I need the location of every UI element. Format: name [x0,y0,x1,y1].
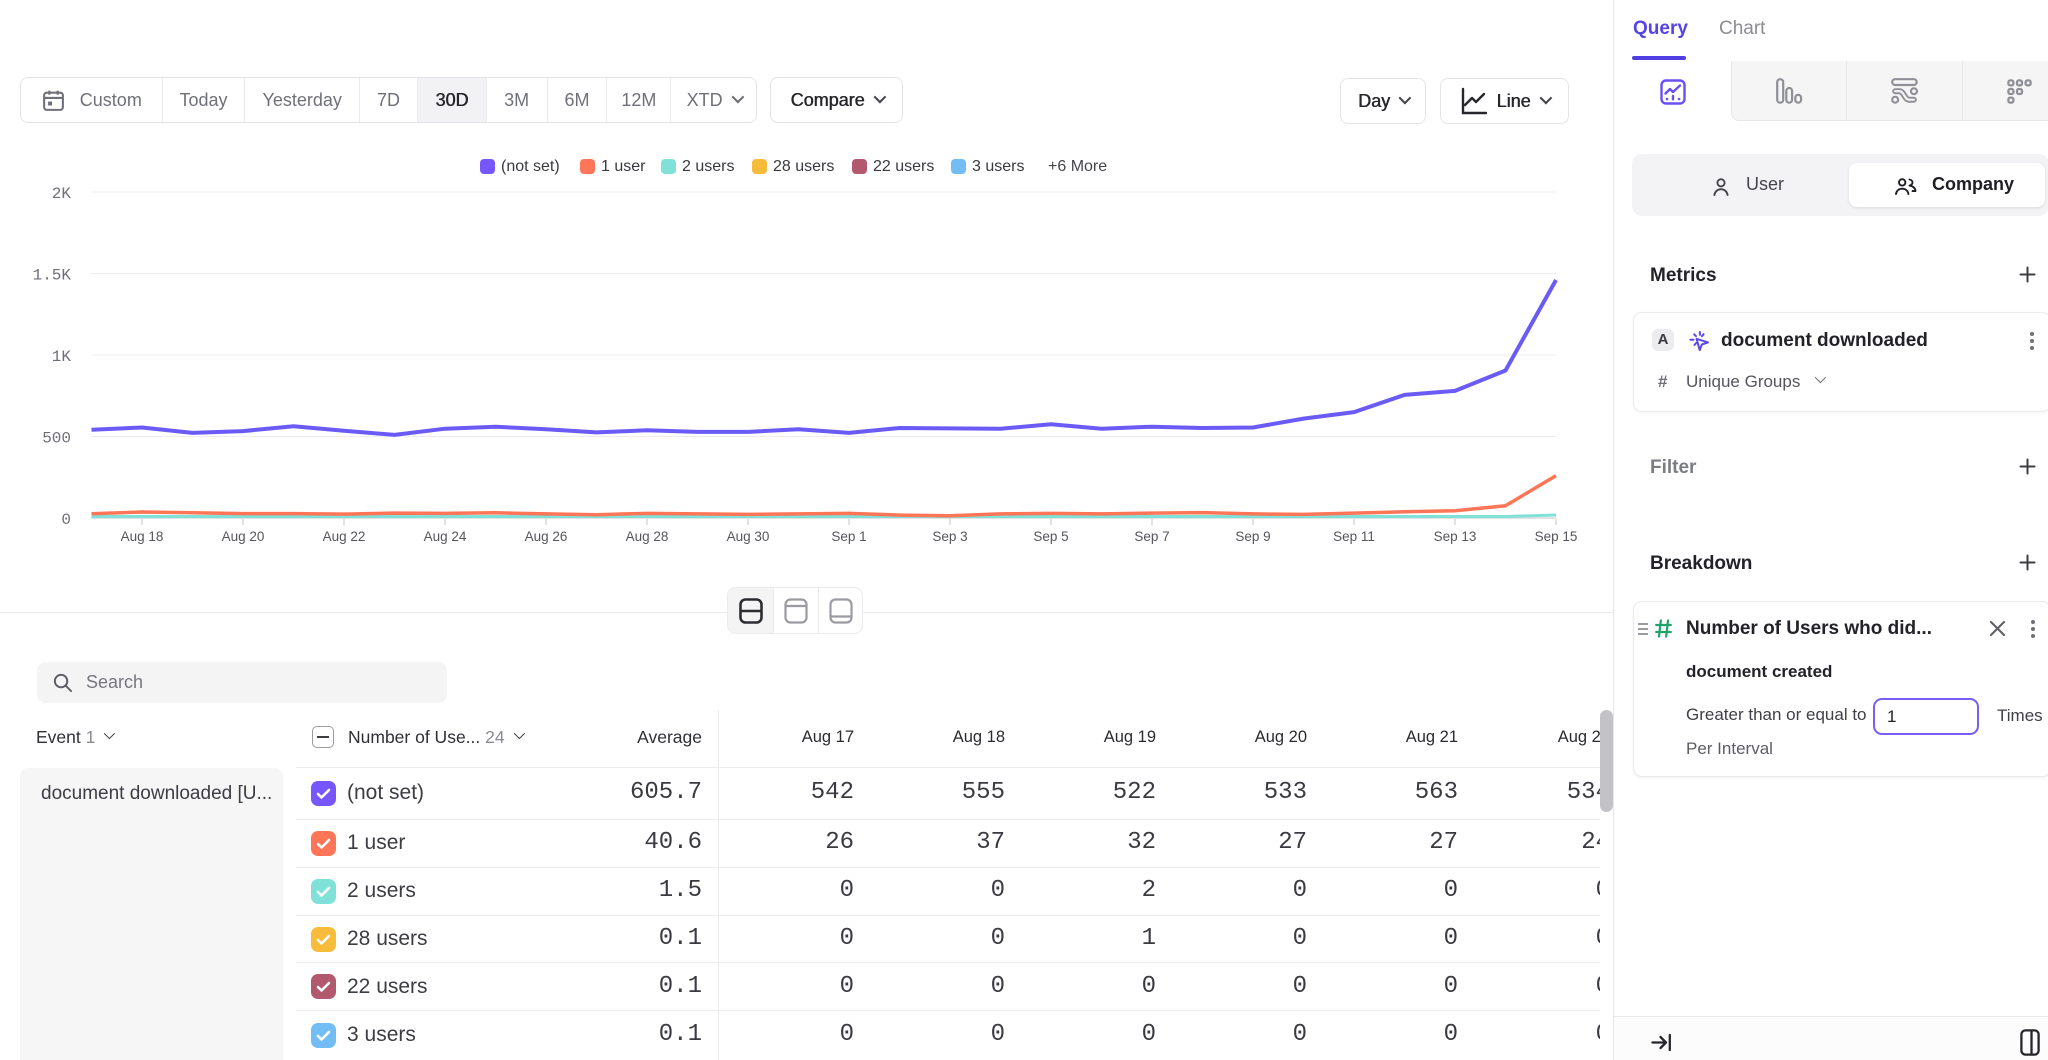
svg-text:2K: 2K [52,185,72,203]
svg-text:Sep 3: Sep 3 [932,529,967,544]
svg-text:Sep 5: Sep 5 [1033,529,1068,544]
svg-text:Sep 7: Sep 7 [1134,529,1169,544]
svg-text:Aug 24: Aug 24 [424,529,467,544]
svg-text:Sep 9: Sep 9 [1235,529,1270,544]
svg-text:1.5K: 1.5K [33,267,72,285]
svg-text:Sep 11: Sep 11 [1333,529,1375,544]
svg-text:500: 500 [42,430,71,448]
svg-text:Aug 22: Aug 22 [323,529,366,544]
svg-text:Sep 15: Sep 15 [1535,529,1578,544]
svg-text:Aug 18: Aug 18 [121,529,164,544]
svg-text:Aug 30: Aug 30 [727,529,770,544]
svg-text:Sep 1: Sep 1 [831,529,866,544]
svg-text:Aug 20: Aug 20 [222,529,265,544]
svg-text:Aug 28: Aug 28 [626,529,669,544]
svg-text:Aug 26: Aug 26 [525,529,568,544]
svg-text:0: 0 [61,511,71,529]
svg-text:1K: 1K [52,348,72,366]
svg-text:Sep 13: Sep 13 [1434,529,1477,544]
